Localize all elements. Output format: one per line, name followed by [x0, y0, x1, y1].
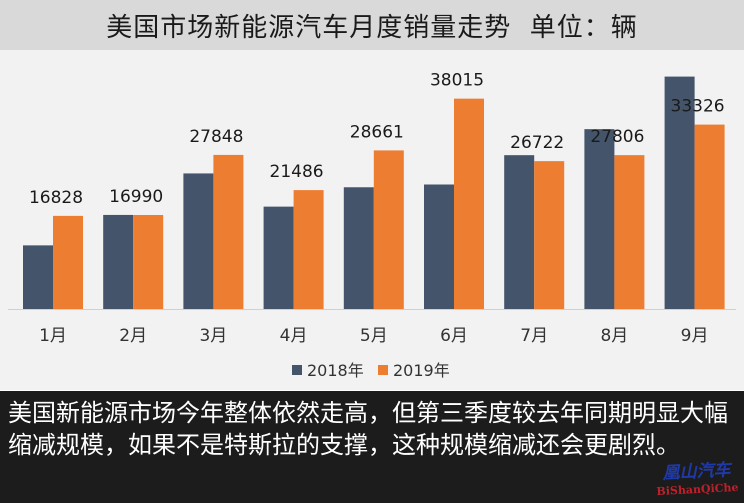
bar-2018-7: [504, 155, 535, 309]
watermark-logo: 凰山汽车 BiShanQiChe: [655, 460, 739, 501]
data-label-7: 26722: [510, 133, 564, 153]
title-spacer: [511, 10, 530, 40]
x-tick-label-1: 1月: [39, 326, 67, 346]
x-tick-label-5: 5月: [360, 326, 388, 346]
x-tick-label-2: 2月: [119, 326, 147, 346]
bar-2018-9: [664, 76, 695, 309]
legend-label-2019: 2019年: [393, 361, 450, 380]
data-label-1: 16828: [29, 188, 83, 208]
legend-swatch-2018: [292, 365, 302, 375]
x-tick-label-6: 6月: [440, 326, 468, 346]
bar-2019-2: [133, 214, 164, 309]
bar-2019-6: [454, 98, 484, 309]
bar-2019-7: [534, 161, 565, 309]
bar-2018-6: [424, 184, 454, 309]
chart-unit: 单位：辆: [529, 12, 638, 43]
bar-2018-8: [584, 129, 615, 309]
bar-2019-3: [213, 154, 244, 309]
caption-box: 美国新能源市场今年整体依然走高，但第三季度较去年同期明显大幅缩减规模，如果不是特…: [0, 391, 744, 503]
x-tick-label-9: 9月: [681, 326, 709, 346]
x-tick-label-7: 7月: [520, 326, 548, 346]
data-label-3: 27848: [189, 127, 243, 147]
data-label-8: 27806: [590, 127, 644, 147]
bar-2019-4: [293, 190, 324, 309]
legend-swatch-2019: [378, 365, 388, 375]
bar-2018-2: [103, 214, 134, 309]
data-label-4: 21486: [270, 162, 324, 182]
bar-2019-8: [614, 155, 645, 309]
x-tick-label-3: 3月: [199, 326, 227, 346]
data-label-9: 33326: [671, 97, 725, 117]
bar-2019-1: [53, 215, 83, 309]
bar-2018-4: [263, 206, 294, 309]
data-label-5: 28661: [350, 122, 404, 142]
data-label-6: 38015: [430, 71, 484, 91]
legend-label-2018: 2018年: [307, 361, 364, 380]
chart-title-bar: 美国市场新能源汽车月度销量走势 单位：辆: [0, 0, 744, 50]
bar-2018-3: [183, 173, 214, 309]
data-label-2: 16990: [109, 187, 163, 207]
bar-2019-5: [373, 150, 404, 309]
bar-2018-5: [343, 187, 374, 309]
x-tick-label-8: 8月: [600, 326, 628, 346]
bar-2018-1: [23, 245, 53, 309]
x-tick-label-4: 4月: [280, 326, 308, 346]
chart-title: 美国市场新能源汽车月度销量走势: [106, 12, 512, 43]
caption-text: 美国新能源市场今年整体依然走高，但第三季度较去年同期明显大幅缩减规模，如果不是特…: [8, 399, 728, 459]
bar-chart: 16828 1月 16990 2月 27848 3月 21486 4月 28661 5月 38015…: [8, 71, 736, 380]
bar-2019-9: [694, 124, 725, 309]
